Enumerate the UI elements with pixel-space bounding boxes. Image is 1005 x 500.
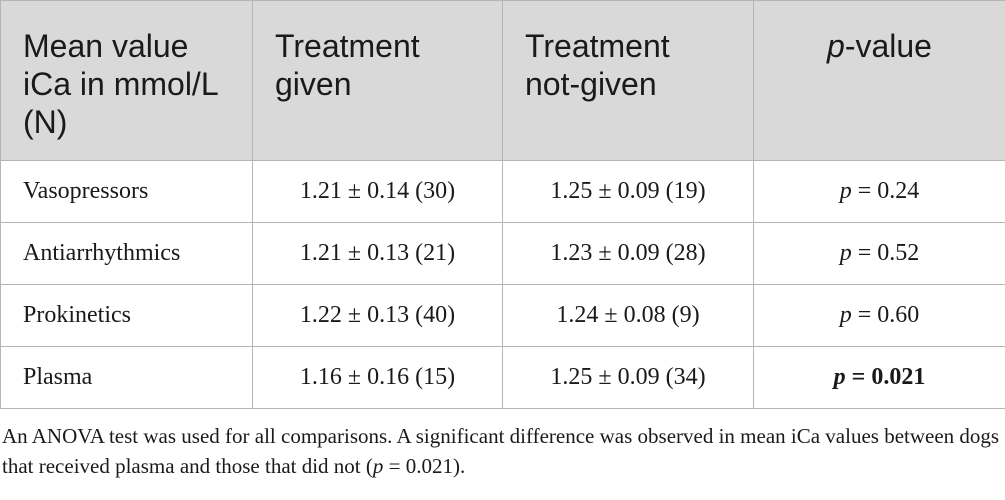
- table-cell: 1.21 ± 0.13 (21): [252, 222, 503, 285]
- table-cell: 1.21 ± 0.14 (30): [252, 160, 503, 223]
- table-cell: 1.25 ± 0.09 (34): [502, 346, 754, 409]
- header-text: Mean value iCa in mmol/L (N): [23, 28, 218, 140]
- cell-text: 1.24 ± 0.08 (9): [556, 302, 700, 328]
- header-text: Treatment given: [275, 28, 420, 102]
- table-cell: 1.23 ± 0.09 (28): [502, 222, 754, 285]
- cell-text: Vasopressors: [23, 178, 149, 204]
- table-cell: Antiarrhythmics: [0, 222, 253, 285]
- cell-text: = 0.60: [851, 302, 920, 328]
- cell-text: p: [839, 302, 852, 328]
- cell-text: p: [839, 178, 852, 204]
- table-cell: p = 0.52: [753, 222, 1005, 285]
- cell-text: 1.21 ± 0.14 (30): [299, 178, 456, 204]
- table-row: Vasopressors 1.21 ± 0.14 (30) 1.25 ± 0.09 …: [0, 160, 1005, 223]
- data-table: Mean value iCa in mmol/L (N) Treatment g…: [0, 0, 1005, 409]
- table-cell: p = 0.021: [753, 346, 1005, 409]
- table-body: Vasopressors 1.21 ± 0.14 (30) 1.25 ± 0.09 …: [0, 160, 1005, 409]
- cell-text: = 0.24: [851, 178, 920, 204]
- table-row: Plasma 1.16 ± 0.16 (15) 1.25 ± 0.09 (34) p …: [0, 346, 1005, 409]
- table-cell: 1.24 ± 0.08 (9): [502, 284, 754, 347]
- cell-text: Prokinetics: [23, 302, 131, 328]
- cell-text: 1.25 ± 0.09 (34): [550, 364, 706, 390]
- header-cell: Treatment given: [252, 0, 503, 161]
- table-cell: 1.16 ± 0.16 (15): [252, 346, 503, 409]
- cell-text: = 0.021: [845, 364, 926, 390]
- cell-text: = 0.52: [851, 240, 920, 266]
- cell-text: 1.16 ± 0.16 (15): [299, 364, 456, 390]
- table-cell: p = 0.60: [753, 284, 1005, 347]
- table-cell: Plasma: [0, 346, 253, 409]
- header-text: -value: [844, 28, 932, 64]
- cell-text: 1.23 ± 0.09 (28): [550, 240, 706, 266]
- header-text: p: [827, 28, 845, 64]
- footnote: An ANOVA test was used for all compariso…: [0, 409, 1005, 481]
- header-cell: Treatment not-given: [502, 0, 754, 161]
- table-row: Prokinetics 1.22 ± 0.13 (40) 1.24 ± 0.08 (…: [0, 284, 1005, 347]
- header-row: Mean value iCa in mmol/L (N) Treatment g…: [0, 0, 1005, 161]
- table-cell: 1.22 ± 0.13 (40): [252, 284, 503, 347]
- table-cell: Prokinetics: [0, 284, 253, 347]
- table-cell: p = 0.24: [753, 160, 1005, 223]
- header-cell: p-value: [753, 0, 1005, 161]
- cell-text: 1.21 ± 0.13 (21): [299, 240, 456, 266]
- cell-text: p: [839, 240, 852, 266]
- table-row: Antiarrhythmics 1.21 ± 0.13 (21) 1.23 ± 0.…: [0, 222, 1005, 285]
- cell-text: Plasma: [23, 364, 93, 390]
- cell-text: 1.25 ± 0.09 (19): [550, 178, 706, 204]
- cell-text: p: [833, 364, 846, 390]
- footnote-text: An ANOVA test was used for all compariso…: [2, 424, 1000, 478]
- footnote-text: = 0.021).: [383, 454, 466, 478]
- cell-text: 1.22 ± 0.13 (40): [299, 302, 456, 328]
- footnote-text: p: [372, 454, 384, 478]
- table-cell: 1.25 ± 0.09 (19): [502, 160, 754, 223]
- header-cell: Mean value iCa in mmol/L (N): [0, 0, 253, 161]
- table-cell: Vasopressors: [0, 160, 253, 223]
- cell-text: Antiarrhythmics: [23, 240, 181, 266]
- header-text: Treatment not-given: [525, 28, 670, 102]
